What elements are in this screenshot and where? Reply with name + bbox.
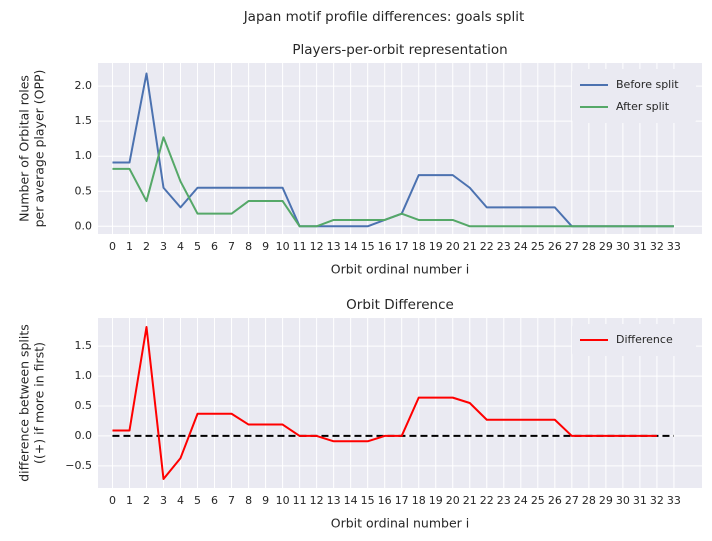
x-tick-label: 7 — [228, 240, 235, 253]
axes-title: Orbit Difference — [346, 297, 454, 313]
x-tick-label: 32 — [650, 494, 664, 507]
x-tick-label: 23 — [497, 494, 511, 507]
x-tick-label: 11 — [293, 494, 307, 507]
x-tick-label: 2 — [143, 240, 150, 253]
x-axis-label: Orbit ordinal number i — [331, 516, 470, 531]
x-axis-label: Orbit ordinal number i — [331, 262, 470, 277]
x-tick-label: 26 — [548, 494, 562, 507]
y-tick-label: 0.0 — [75, 429, 93, 442]
x-tick-label: 30 — [616, 494, 630, 507]
x-tick-label: 15 — [361, 240, 375, 253]
x-tick-label: 10 — [276, 494, 290, 507]
y-axis-label: difference between splits — [17, 324, 32, 482]
x-tick-label: 25 — [531, 240, 545, 253]
x-tick-label: 18 — [412, 240, 426, 253]
axes-title: Players-per-orbit representation — [292, 42, 507, 58]
y-tick-label: 1.5 — [75, 114, 93, 127]
x-tick-label: 32 — [650, 240, 664, 253]
x-tick-label: 1 — [126, 240, 133, 253]
y-tick-label: 1.5 — [75, 339, 93, 352]
y-axis-label: per average player (OPP) — [32, 70, 47, 228]
x-tick-label: 5 — [194, 240, 201, 253]
x-tick-label: 0 — [109, 494, 116, 507]
x-tick-label: 21 — [463, 494, 477, 507]
x-tick-label: 4 — [177, 240, 184, 253]
x-tick-label: 29 — [599, 494, 613, 507]
x-tick-label: 20 — [446, 494, 460, 507]
x-tick-label: 8 — [245, 494, 252, 507]
series-line — [112, 325, 657, 481]
x-tick-label: 31 — [633, 240, 647, 253]
x-tick-label: 15 — [361, 494, 375, 507]
legend-label: Before split — [616, 78, 679, 91]
x-tick-label: 7 — [228, 494, 235, 507]
y-tick-label: 1.0 — [75, 149, 93, 162]
x-tick-label: 4 — [177, 494, 184, 507]
x-tick-label: 26 — [548, 240, 562, 253]
x-tick-label: 1 — [126, 494, 133, 507]
x-tick-label: 30 — [616, 240, 630, 253]
x-tick-label: 20 — [446, 240, 460, 253]
legend-label: Difference — [616, 333, 673, 346]
y-tick-label: 2.0 — [75, 79, 93, 92]
x-tick-label: 23 — [497, 240, 511, 253]
x-tick-label: 8 — [245, 240, 252, 253]
x-tick-label: 11 — [293, 240, 307, 253]
x-tick-label: 2 — [143, 494, 150, 507]
legend-box — [572, 324, 696, 356]
x-tick-label: 0 — [109, 240, 116, 253]
x-tick-label: 9 — [262, 240, 269, 253]
x-tick-label: 21 — [463, 240, 477, 253]
x-tick-label: 16 — [378, 240, 392, 253]
x-tick-label: 24 — [514, 494, 528, 507]
x-tick-label: 19 — [429, 240, 443, 253]
y-tick-label: 0.5 — [75, 184, 93, 197]
x-tick-label: 22 — [480, 494, 494, 507]
x-tick-label: 27 — [565, 494, 579, 507]
x-tick-label: 27 — [565, 240, 579, 253]
x-tick-label: 31 — [633, 494, 647, 507]
legend: Difference — [572, 324, 696, 356]
x-tick-label: 17 — [395, 494, 409, 507]
x-tick-label: 12 — [310, 494, 324, 507]
x-tick-label: 3 — [160, 240, 167, 253]
y-tick-label: 0.0 — [75, 219, 93, 232]
x-tick-label: 12 — [310, 240, 324, 253]
x-tick-label: 28 — [582, 494, 596, 507]
x-tick-label: 16 — [378, 494, 392, 507]
legend-label: After split — [616, 100, 670, 113]
x-tick-label: 18 — [412, 494, 426, 507]
x-tick-label: 19 — [429, 494, 443, 507]
x-tick-label: 6 — [211, 240, 218, 253]
x-tick-label: 9 — [262, 494, 269, 507]
x-tick-label: 29 — [599, 240, 613, 253]
legend-box — [572, 69, 696, 123]
x-tick-label: 22 — [480, 240, 494, 253]
x-tick-label: 13 — [327, 494, 341, 507]
x-tick-label: 17 — [395, 240, 409, 253]
x-tick-label: 14 — [344, 494, 358, 507]
y-tick-label: 0.5 — [75, 399, 93, 412]
figure-title: Japan motif profile differences: goals s… — [243, 9, 525, 25]
x-tick-label: 25 — [531, 494, 545, 507]
x-tick-label: 5 — [194, 494, 201, 507]
series-line — [112, 136, 674, 228]
x-tick-label: 10 — [276, 240, 290, 253]
x-tick-label: 13 — [327, 240, 341, 253]
x-tick-label: 33 — [667, 494, 681, 507]
y-tick-label: 1.0 — [75, 369, 93, 382]
x-tick-label: 24 — [514, 240, 528, 253]
x-tick-label: 3 — [160, 494, 167, 507]
x-tick-label: 33 — [667, 240, 681, 253]
x-tick-label: 14 — [344, 240, 358, 253]
y-axis-label: Number of Orbital roles — [17, 75, 32, 222]
x-tick-label: 6 — [211, 494, 218, 507]
y-tick-label: −0.5 — [65, 459, 92, 472]
y-axis-label: ((+) if more in first) — [32, 342, 47, 464]
legend: Before split After split — [572, 69, 696, 123]
x-tick-label: 28 — [582, 240, 596, 253]
